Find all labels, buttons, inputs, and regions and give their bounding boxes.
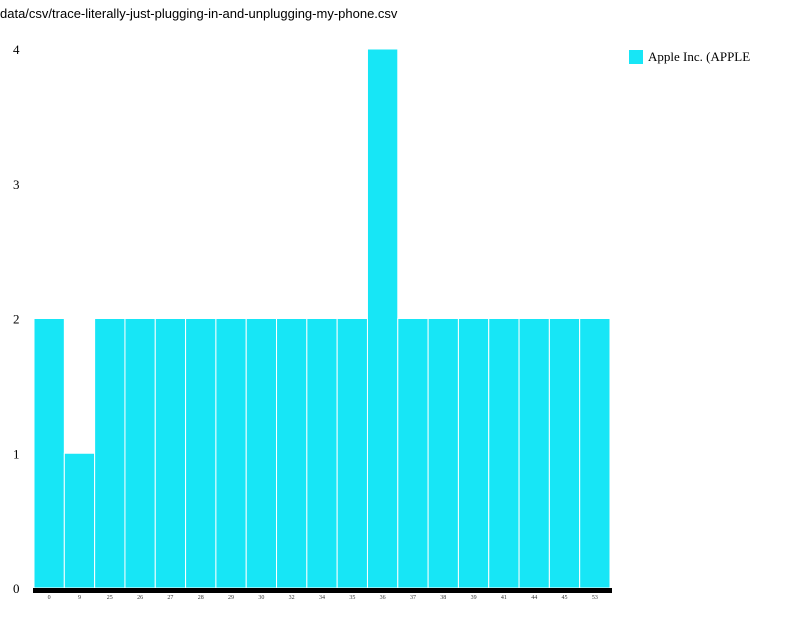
y-tick-label: 3 xyxy=(13,177,20,192)
y-tick-label: 0 xyxy=(13,581,20,596)
x-tick-label: 45 xyxy=(562,595,568,601)
x-tick-label: 25 xyxy=(107,595,113,601)
file-path-title: data/csv/trace-literally-just-plugging-i… xyxy=(0,6,398,21)
x-tick-label: 9 xyxy=(78,595,81,601)
bar-29 xyxy=(215,318,247,589)
x-tick-label: 44 xyxy=(531,595,537,601)
x-tick-label: 39 xyxy=(471,595,477,601)
x-tick-label: 0 xyxy=(48,595,51,601)
x-tick-label: 26 xyxy=(137,595,143,601)
bar-37 xyxy=(397,318,429,589)
legend-swatch xyxy=(629,50,643,64)
bar-38 xyxy=(427,318,459,589)
x-tick-label: 41 xyxy=(501,595,507,601)
bar-0 xyxy=(33,318,65,589)
legend: Apple Inc. (APPLE xyxy=(629,49,750,65)
x-tick-label: 38 xyxy=(440,595,446,601)
bar-44 xyxy=(518,318,550,589)
bar-36 xyxy=(366,48,399,589)
bar-45 xyxy=(548,318,581,589)
bar-28 xyxy=(185,318,217,589)
x-axis-ticks: 0 9 25 26 27 28 29 30 32 34 35 36 37 38 39 41 44 45 53 xyxy=(48,595,598,601)
x-tick-label: 28 xyxy=(198,595,204,601)
y-axis-ticks: 0 1 2 3 4 xyxy=(13,42,20,596)
bar-32 xyxy=(276,318,308,589)
bar-39 xyxy=(457,318,490,589)
x-tick-label: 34 xyxy=(319,595,325,601)
bar-25 xyxy=(94,318,126,589)
y-tick-label: 4 xyxy=(13,42,20,57)
bar-53 xyxy=(579,318,611,589)
bar-9 xyxy=(63,452,96,589)
bars-group xyxy=(33,48,611,589)
x-tick-label: 53 xyxy=(592,595,598,601)
x-tick-label: 35 xyxy=(349,595,355,601)
x-axis-line xyxy=(33,588,612,593)
bar-41 xyxy=(488,318,520,589)
x-tick-label: 32 xyxy=(289,595,295,601)
bar-34 xyxy=(306,318,338,589)
x-tick-label: 37 xyxy=(410,595,416,601)
x-tick-label: 27 xyxy=(167,595,173,601)
x-tick-label: 29 xyxy=(228,595,234,601)
x-tick-label: 30 xyxy=(258,595,264,601)
bar-26 xyxy=(124,318,156,589)
x-tick-label: 36 xyxy=(380,595,386,601)
bar-35 xyxy=(336,318,368,589)
bar-30 xyxy=(245,318,278,589)
bar-27 xyxy=(154,318,187,589)
y-tick-label: 2 xyxy=(13,312,20,327)
legend-label: Apple Inc. (APPLE xyxy=(648,49,751,64)
y-tick-label: 1 xyxy=(13,446,20,461)
